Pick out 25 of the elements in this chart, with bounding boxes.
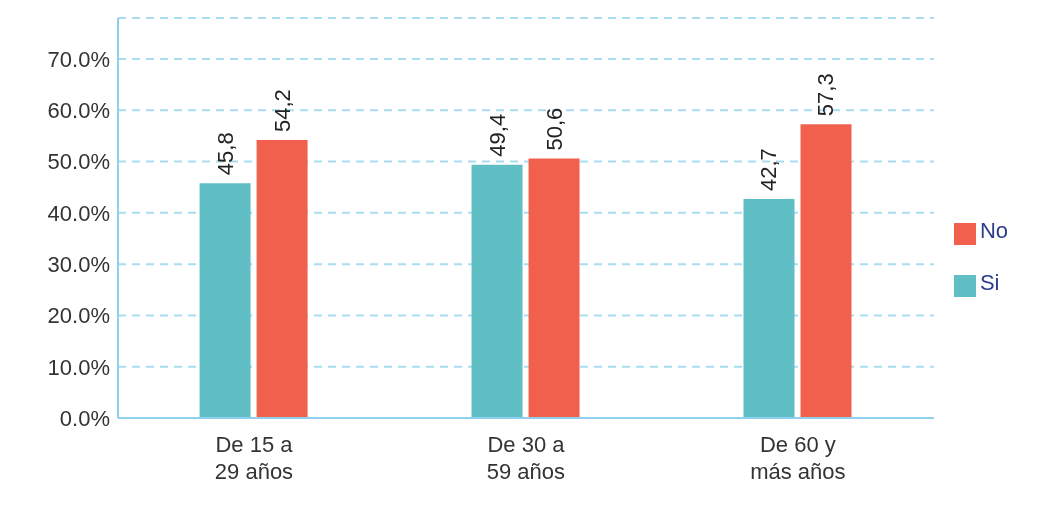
y-tick-label: 60.0% <box>47 98 110 124</box>
bar <box>800 124 852 418</box>
bar <box>471 164 523 418</box>
bar <box>528 158 580 418</box>
data-label: 57,3 <box>813 73 839 117</box>
legend-label: No <box>979 218 1008 243</box>
data-label: 45,8 <box>212 132 238 176</box>
y-tick-label: 50.0% <box>47 149 110 175</box>
y-tick-label: 20.0% <box>47 303 110 329</box>
data-label: 49,4 <box>484 113 510 157</box>
data-label: 50,6 <box>541 107 567 151</box>
y-tick-label: 40.0% <box>47 200 110 226</box>
y-tick-label: 10.0% <box>47 354 110 380</box>
data-label: 54,2 <box>269 89 295 133</box>
legend-label: Si <box>979 270 1000 295</box>
x-tick-label: De 30 a 59 años <box>486 432 566 484</box>
y-tick-label: 0.0% <box>59 405 110 431</box>
bar <box>199 183 251 418</box>
x-tick-label: De 60 y más años <box>750 432 846 484</box>
y-tick-label: 30.0% <box>47 251 110 277</box>
data-label: 42,7 <box>756 148 782 192</box>
y-tick-label: 70.0% <box>47 46 110 72</box>
bar <box>743 199 795 418</box>
bar <box>256 140 308 418</box>
x-tick-label: De 15 a 29 años <box>214 432 294 484</box>
